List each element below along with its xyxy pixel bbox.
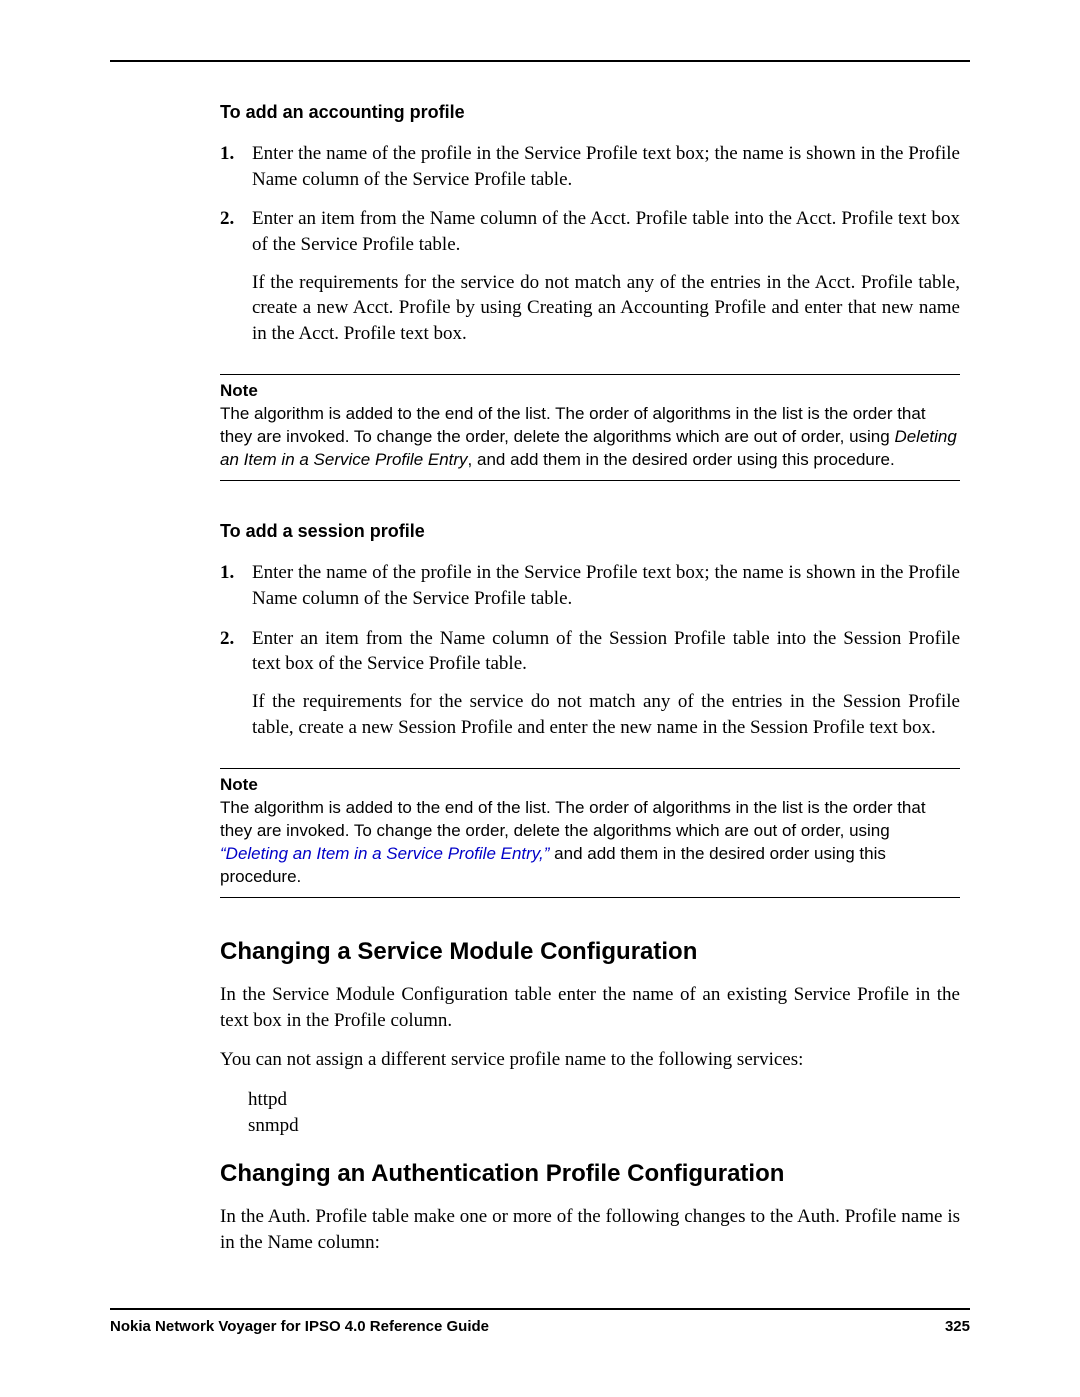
note-block-2: Note The algorithm is added to the end o… xyxy=(220,768,960,898)
note-rule-bottom xyxy=(220,897,960,898)
footer-page-number: 325 xyxy=(945,1318,970,1335)
body-paragraph: You can not assign a different service p… xyxy=(220,1047,960,1073)
step-text: Enter an item from the Name column of th… xyxy=(252,208,960,255)
step-para: If the requirements for the service do n… xyxy=(252,270,960,347)
heading-add-session-profile: To add a session profile xyxy=(220,521,960,542)
service-item: snmpd xyxy=(248,1113,960,1140)
step-item: Enter the name of the profile in the Ser… xyxy=(220,141,960,192)
note-body: The algorithm is added to the end of the… xyxy=(220,403,960,472)
page-body: To add an accounting profile Enter the n… xyxy=(110,60,970,1269)
body-paragraph: In the Service Module Configuration tabl… xyxy=(220,982,960,1033)
service-list: httpd snmpd xyxy=(248,1087,960,1140)
note-rule-top xyxy=(220,768,960,769)
footer-rule xyxy=(110,1308,970,1310)
heading-add-accounting-profile: To add an accounting profile xyxy=(220,102,960,123)
note-block-1: Note The algorithm is added to the end o… xyxy=(220,374,960,481)
note-pre: The algorithm is added to the end of the… xyxy=(220,798,926,840)
steps-session: Enter the name of the profile in the Ser… xyxy=(220,560,960,740)
note-label: Note xyxy=(220,775,960,795)
note-rule-top xyxy=(220,374,960,375)
note-label: Note xyxy=(220,381,960,401)
step-text: Enter an item from the Name column of th… xyxy=(252,628,960,675)
note-body: The algorithm is added to the end of the… xyxy=(220,797,960,889)
steps-accounting: Enter the name of the profile in the Ser… xyxy=(220,141,960,346)
step-item: Enter the name of the profile in the Ser… xyxy=(220,560,960,611)
service-item: httpd xyxy=(248,1087,960,1114)
heading-changing-service-module: Changing a Service Module Configuration xyxy=(220,938,960,966)
step-text: Enter the name of the profile in the Ser… xyxy=(252,562,960,609)
footer-title: Nokia Network Voyager for IPSO 4.0 Refer… xyxy=(110,1318,489,1335)
note-link[interactable]: “Deleting an Item in a Service Profile E… xyxy=(220,844,549,863)
step-para: If the requirements for the service do n… xyxy=(252,689,960,740)
content-area: To add an accounting profile Enter the n… xyxy=(110,102,970,1255)
step-item: Enter an item from the Name column of th… xyxy=(220,206,960,346)
note-pre: The algorithm is added to the end of the… xyxy=(220,404,926,446)
page-footer: Nokia Network Voyager for IPSO 4.0 Refer… xyxy=(110,1308,970,1335)
step-text: Enter the name of the profile in the Ser… xyxy=(252,143,960,190)
note-rule-bottom xyxy=(220,480,960,481)
footer-row: Nokia Network Voyager for IPSO 4.0 Refer… xyxy=(110,1318,970,1335)
note-post: , and add them in the desired order usin… xyxy=(468,450,895,469)
body-paragraph: In the Auth. Profile table make one or m… xyxy=(220,1204,960,1255)
step-item: Enter an item from the Name column of th… xyxy=(220,626,960,741)
top-rule xyxy=(110,60,970,62)
heading-changing-auth-profile: Changing an Authentication Profile Confi… xyxy=(220,1160,960,1188)
